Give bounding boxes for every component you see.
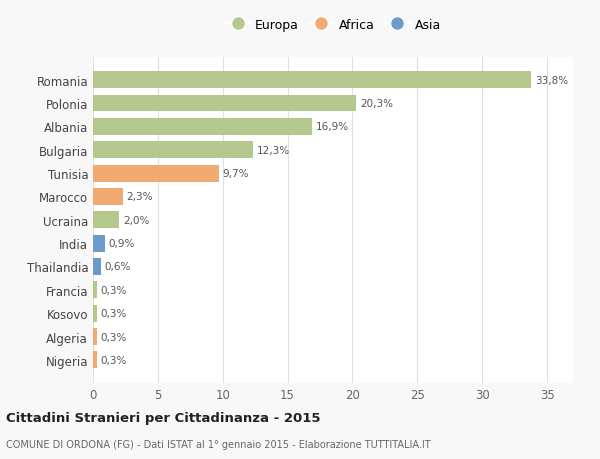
Text: 12,3%: 12,3% (256, 146, 290, 156)
Text: 33,8%: 33,8% (535, 76, 569, 85)
Text: 20,3%: 20,3% (360, 99, 393, 109)
Text: 0,3%: 0,3% (101, 285, 127, 295)
Bar (93, 95, 356, 112)
Bar (93, 352, 97, 369)
Text: 16,9%: 16,9% (316, 122, 349, 132)
Text: 2,0%: 2,0% (123, 215, 149, 225)
Text: 9,7%: 9,7% (223, 169, 249, 179)
Text: 2,3%: 2,3% (127, 192, 153, 202)
Text: Cittadini Stranieri per Cittadinanza - 2015: Cittadini Stranieri per Cittadinanza - 2… (6, 412, 320, 425)
Bar (93, 142, 253, 159)
Bar (93, 235, 104, 252)
Text: 0,6%: 0,6% (104, 262, 131, 272)
Bar (93, 258, 101, 275)
Text: COMUNE DI ORDONA (FG) - Dati ISTAT al 1° gennaio 2015 - Elaborazione TUTTITALIA.: COMUNE DI ORDONA (FG) - Dati ISTAT al 1°… (6, 439, 431, 449)
Bar (93, 72, 532, 89)
Bar (93, 119, 312, 135)
Text: 0,9%: 0,9% (109, 239, 135, 249)
Text: 0,3%: 0,3% (101, 332, 127, 342)
Bar (93, 189, 123, 206)
Bar (93, 282, 97, 298)
Text: 0,3%: 0,3% (101, 308, 127, 319)
Bar (93, 165, 219, 182)
Legend: Europa, Africa, Asia: Europa, Africa, Asia (221, 15, 445, 35)
Bar (93, 305, 97, 322)
Text: 0,3%: 0,3% (101, 355, 127, 365)
Bar (93, 328, 97, 345)
Bar (93, 212, 119, 229)
